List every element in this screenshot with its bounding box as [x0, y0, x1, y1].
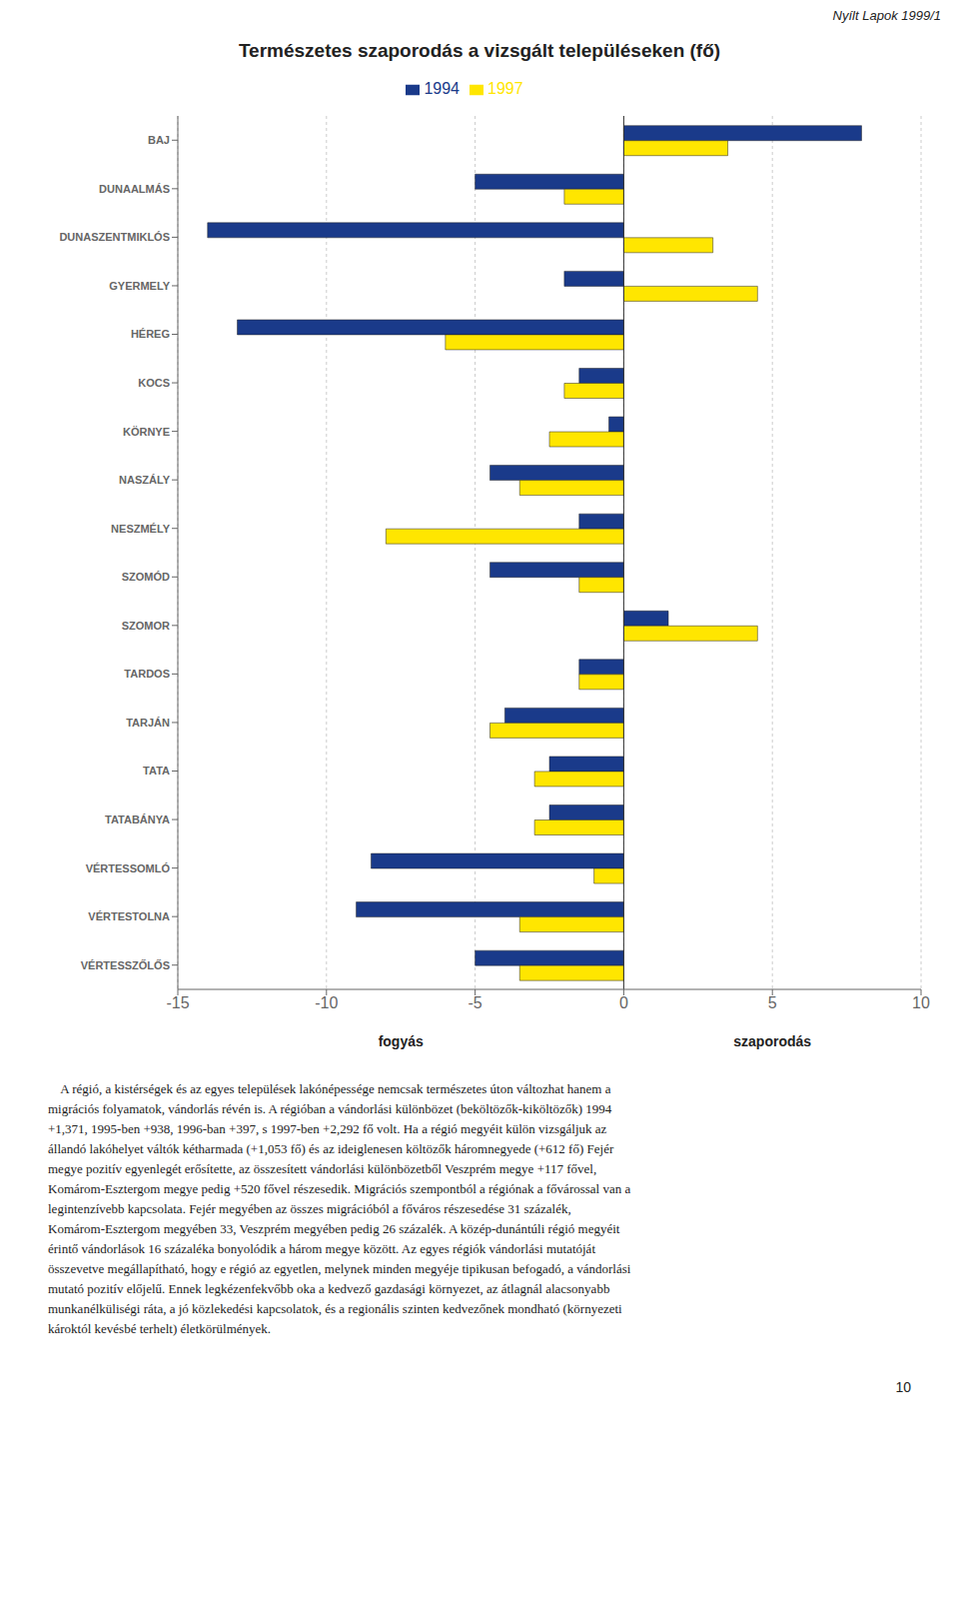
svg-text:5: 5 — [768, 993, 778, 1011]
svg-text:SZOMOR: SZOMOR — [121, 619, 170, 632]
svg-text:TARDOS: TARDOS — [123, 667, 170, 680]
svg-text:10: 10 — [912, 993, 931, 1011]
svg-text:-5: -5 — [467, 993, 482, 1011]
html-text:A régió, a kistérségek és az e: A régió, a kistérségek és az egyes telep… — [47, 1080, 611, 1096]
html-text:+1,371, 1995-ben +938, 1996-ba: +1,371, 1995-ben +938, 1996-ban +397, s … — [47, 1120, 607, 1136]
svg-text:VÉRTESSZŐLŐS: VÉRTESSZŐLŐS — [80, 959, 170, 971]
svg-text:VÉRTESTOLNA: VÉRTESTOLNA — [87, 910, 170, 923]
html-text:mutató pozitív előjelű. Ennek: mutató pozitív előjelű. Ennek legkézenfe… — [47, 1280, 610, 1296]
svg-text:GYERMELY: GYERMELY — [108, 279, 170, 292]
html-text:károktól kevésbé terhelt) élet: károktól kevésbé terhelt) életkörülménye… — [47, 1320, 271, 1336]
svg-text:KÖRNYE: KÖRNYE — [122, 425, 170, 438]
svg-text:NESZMÉLY: NESZMÉLY — [110, 522, 171, 535]
svg-text:HÉREG: HÉREG — [130, 327, 170, 340]
svg-text:BAJ: BAJ — [147, 133, 170, 146]
svg-text:-15: -15 — [165, 993, 189, 1011]
svg-text:TATA: TATA — [142, 764, 170, 777]
html-text:1994: 1994 — [423, 79, 460, 97]
html-text:Komárom-Esztergom megyében 33,: Komárom-Esztergom megyében 33, Veszprém … — [47, 1220, 620, 1236]
svg-text:-10: -10 — [314, 993, 338, 1011]
html-text:Természetes szaporodás a vizsg: Természetes szaporodás a vizsgált telepü… — [238, 39, 721, 61]
html-text:1997: 1997 — [487, 79, 524, 97]
html-text:Komárom-Esztergom megye pedig: Komárom-Esztergom megye pedig +520 fővel… — [47, 1180, 631, 1196]
html-text:10: 10 — [895, 1378, 912, 1395]
html-text:megye pozitív egyenlegét erősí: megye pozitív egyenlegét erősítette, az … — [47, 1160, 597, 1176]
svg-text:TATABÁNYA: TATABÁNYA — [104, 813, 170, 826]
svg-text:TARJÁN: TARJÁN — [125, 716, 170, 729]
html-text:legintenzívebb kapcsolata. Fej: legintenzívebb kapcsolata. Fejér megyébe… — [47, 1200, 572, 1216]
svg-text:KOCS: KOCS — [137, 376, 170, 389]
html-text:érintő vándorlások 16 százalék: érintő vándorlások 16 százaléka bonyolód… — [47, 1240, 596, 1256]
html-text:Nyílt Lapok 1999/1: Nyílt Lapok 1999/1 — [832, 7, 942, 23]
html-text:szaporodás: szaporodás — [733, 1032, 812, 1049]
html-text:állandó lakóhelyet váltók kéth: állandó lakóhelyet váltók kétharmada (+1… — [47, 1140, 614, 1156]
html-text:migrációs folyamatok, vándorlá: migrációs folyamatok, vándorlás révén is… — [47, 1100, 612, 1116]
svg-text:SZOMÓD: SZOMÓD — [121, 570, 170, 583]
svg-text:0: 0 — [619, 993, 629, 1011]
html-text:összevetve megállapítható, hog: összevetve megállapítható, hogy e régió … — [47, 1260, 631, 1276]
svg-text:DUNASZENTMIKLÓS: DUNASZENTMIKLÓS — [58, 230, 170, 243]
html-text:munkanélküliségi ráta, a jó kö: munkanélküliségi ráta, a jó közlekedési … — [47, 1300, 623, 1316]
svg-text:VÉRTESSOMLÓ: VÉRTESSOMLÓ — [85, 862, 171, 875]
svg-text:NASZÁLY: NASZÁLY — [118, 473, 171, 486]
html-text:fogyás: fogyás — [378, 1032, 424, 1049]
svg-text:DUNAALMÁS: DUNAALMÁS — [98, 182, 170, 195]
